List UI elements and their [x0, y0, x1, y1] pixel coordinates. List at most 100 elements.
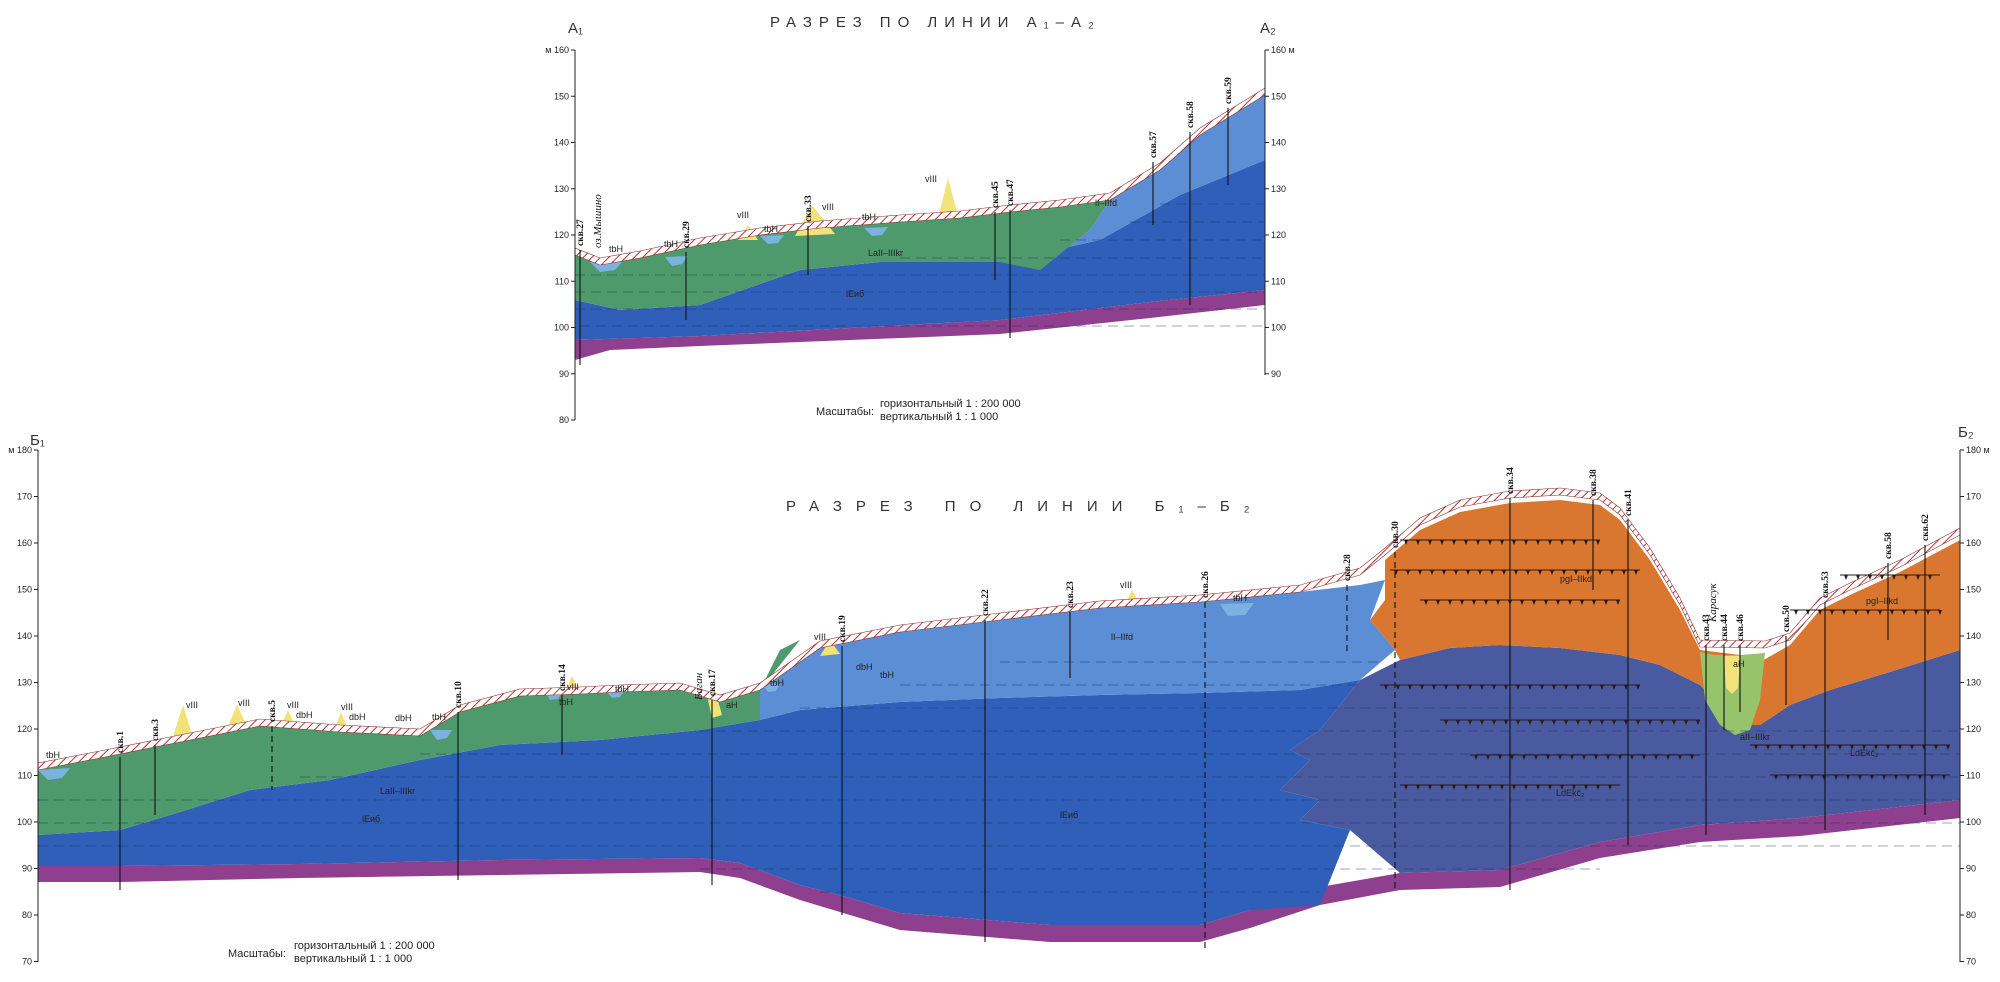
section-a-geology-label: tbH	[862, 212, 876, 222]
glacial-contact-mark	[1454, 570, 1458, 575]
glacial-contact-mark	[1612, 720, 1616, 725]
glacial-contact-mark	[1902, 610, 1906, 615]
glacial-contact-mark	[1504, 685, 1508, 690]
glacial-contact-mark	[1480, 720, 1484, 725]
section-b-right-tick-label: 130	[1966, 678, 1981, 688]
glacial-contact-mark	[1428, 540, 1432, 545]
glacial-contact-mark	[1498, 755, 1502, 760]
glacial-contact-mark	[1396, 685, 1400, 690]
section-b-left-tick-label: м 180	[8, 445, 32, 455]
section-b-layers	[37, 487, 1961, 942]
section-b-geology-label: dbH	[296, 710, 313, 720]
glacial-contact-mark	[1524, 785, 1528, 790]
glacial-contact-mark	[1586, 570, 1590, 575]
section-a-lake	[665, 256, 688, 266]
glacial-contact-mark	[1588, 685, 1592, 690]
section-b-right-tick-label: 120	[1966, 724, 1981, 734]
glacial-contact-mark	[1522, 755, 1526, 760]
glacial-contact-mark	[1516, 685, 1520, 690]
section-a-geology-label: LaII–IIIkr	[868, 248, 903, 258]
section-b-left-tick-label: 100	[17, 817, 32, 827]
section-b-well-label: скв.10	[454, 681, 464, 708]
section-b-right-ticks: 180 м 170 160 150 140 130 120 110 100 90 80 70	[1960, 445, 1990, 967]
glacial-contact-mark	[1408, 685, 1412, 690]
section-b-geology-label: dbH	[856, 662, 873, 672]
section-a-well-label: скв.47	[1006, 179, 1016, 206]
section-b-well-label: скв.3	[151, 719, 161, 741]
section-b-lake	[38, 768, 70, 780]
section-a-place-name: оз.Мышино	[592, 194, 604, 248]
glacial-contact-mark	[1584, 785, 1588, 790]
section-a-left-tick-label: 150	[554, 91, 569, 101]
section-b-right-tick-label: 100	[1966, 817, 1981, 827]
section-b-left-tick-label: 120	[17, 724, 32, 734]
section-a-geology-label: vIII	[925, 174, 937, 184]
section-b-lacustrine-layer	[38, 680, 1360, 925]
section-b-geology-label: vIII	[238, 698, 250, 708]
glacial-contact-mark	[1442, 570, 1446, 575]
section-b-lake	[1220, 603, 1254, 616]
section-b-well-label: скв.26	[1201, 571, 1211, 598]
section-a-right-tick-label: 150	[1271, 91, 1286, 101]
glacial-contact-mark	[1624, 685, 1628, 690]
section-b-well-label: скв.43	[1702, 614, 1712, 641]
glacial-contact-mark	[1546, 755, 1550, 760]
glacial-contact-mark	[1478, 570, 1482, 575]
glacial-contact-mark	[1556, 600, 1560, 605]
section-a-scale-caption: Масштабы:	[816, 406, 875, 418]
section-b-left-tick-label: 70	[22, 957, 32, 967]
section-a-geology-label: lI–IIfd	[1095, 198, 1117, 208]
glacial-contact-mark	[1538, 570, 1542, 575]
glacial-contact-mark	[1928, 575, 1932, 580]
section-b-geology-label: lI–IIfd	[1111, 632, 1133, 642]
glacial-contact-mark	[1488, 785, 1492, 790]
section-a-right-tick-label: 90	[1271, 369, 1281, 379]
glacial-contact-mark	[1642, 755, 1646, 760]
section-a-wells: скв.27 скв.29 скв.33 скв.45 скв.47 скв.57 скв.…	[576, 77, 1234, 365]
section-a-well-label: скв.57	[1149, 131, 1159, 158]
section-a-well-label: скв.58	[1186, 101, 1196, 128]
section-a-right-tick-label: 100	[1271, 323, 1286, 333]
glacial-contact-mark	[1904, 575, 1908, 580]
section-a-left-tick-label: 110	[555, 276, 569, 286]
glacial-contact-mark	[1512, 540, 1516, 545]
section-b-geology-label: tbH	[46, 750, 60, 760]
glacial-contact-mark	[1384, 685, 1388, 690]
glacial-contact-mark	[1444, 685, 1448, 690]
glacial-contact-mark	[1560, 540, 1564, 545]
section-a-base-layer	[575, 290, 1265, 360]
glacial-contact-mark	[1878, 610, 1882, 615]
glacial-contact-mark	[1596, 785, 1600, 790]
glacial-contact-mark	[1562, 570, 1566, 575]
glacial-contact-mark	[1534, 755, 1538, 760]
glacial-contact-mark	[1548, 785, 1552, 790]
glacial-contact-mark	[1406, 570, 1410, 575]
section-b-well-label: скв.38	[1589, 469, 1599, 496]
section-a-lake	[760, 235, 784, 244]
glacial-contact-mark	[1404, 785, 1408, 790]
section-b-scale-caption: Масштабы:	[228, 948, 287, 960]
glacial-contact-mark	[1528, 720, 1532, 725]
section-b-well-label: скв.5	[268, 700, 278, 722]
glacial-contact-mark	[1512, 785, 1516, 790]
section-b-place-names: Баган Карасук	[693, 583, 1719, 701]
section-b-right-tick-label: 150	[1966, 585, 1981, 595]
glacial-contact-mark	[1834, 775, 1838, 780]
glacial-contact-mark	[1526, 570, 1530, 575]
glacial-contact-mark	[1610, 570, 1614, 575]
section-b-well-label: скв.50	[1782, 605, 1792, 632]
glacial-contact-mark	[1886, 745, 1890, 750]
section-a-left-tick-label: 100	[554, 323, 569, 333]
glacial-contact-mark	[1584, 540, 1588, 545]
section-b-geology-label: tbH	[1233, 593, 1247, 603]
glacial-contact-mark	[1460, 600, 1464, 605]
glacial-contact-mark	[1806, 610, 1810, 615]
section-b-geology-label: pgI–IIkd	[1866, 596, 1898, 606]
glacial-contact-mark	[1394, 570, 1398, 575]
glacial-contact-mark	[1606, 755, 1610, 760]
section-b-scale-vertical: вертикальный 1 : 1 000	[294, 953, 413, 965]
section-b-lake	[762, 684, 780, 692]
glacial-contact-mark	[1870, 775, 1874, 780]
section-b-valley-alluvium	[1724, 656, 1740, 694]
glacial-contact-mark	[1574, 570, 1578, 575]
